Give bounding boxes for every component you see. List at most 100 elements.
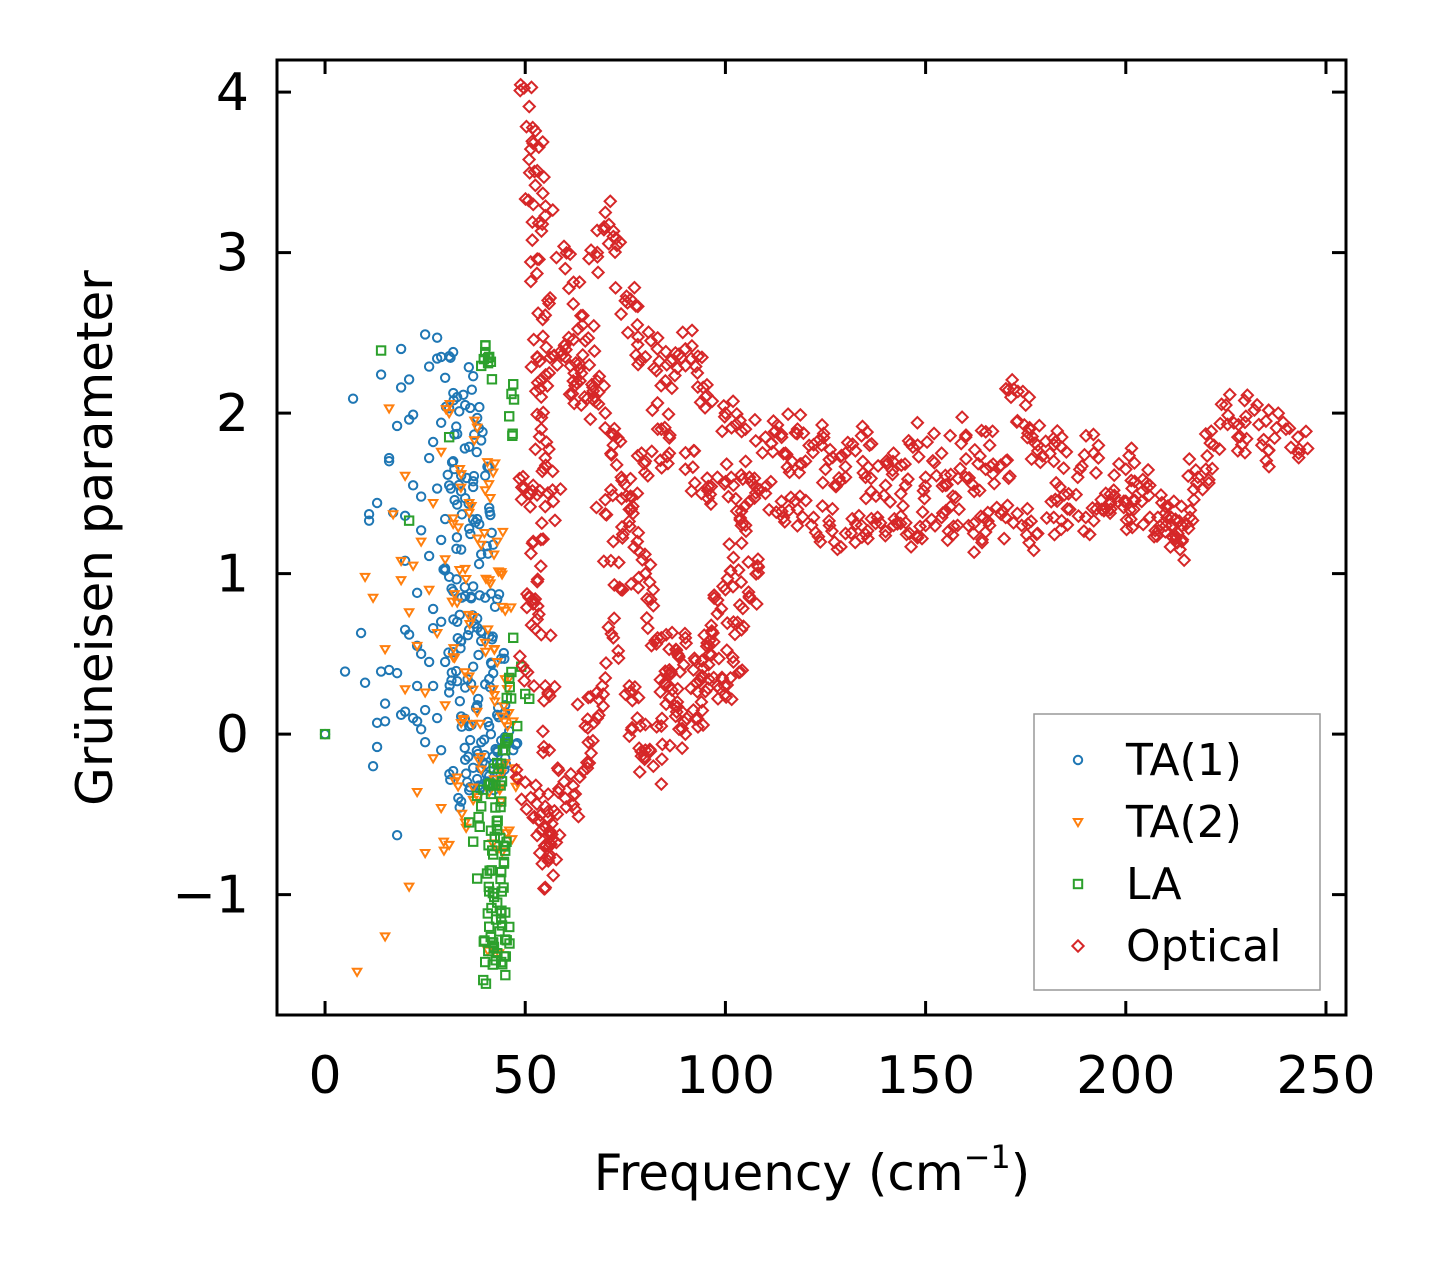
optical-point [566, 797, 581, 812]
optical-point [918, 478, 933, 494]
optical-point [734, 504, 749, 519]
optical-point [1044, 494, 1059, 509]
ta-2--point [439, 555, 452, 566]
optical-point [1074, 459, 1089, 474]
optical-point [1222, 387, 1237, 402]
ta-2--point [455, 809, 468, 820]
series-la [319, 340, 535, 989]
optical-point [1300, 441, 1315, 456]
la-point [375, 345, 387, 356]
optical-point [1094, 492, 1109, 507]
optical-point [646, 582, 661, 597]
optical-point [542, 688, 557, 704]
la-point [495, 873, 506, 885]
optical-point [967, 545, 982, 560]
ta-1--point [423, 656, 435, 668]
optical-point [943, 467, 958, 482]
optical-point [1107, 468, 1122, 483]
optical-point [599, 507, 614, 522]
ta-2--point [446, 597, 459, 608]
optical-point [1240, 388, 1255, 403]
ta-2--point [496, 527, 509, 539]
la-point [504, 682, 515, 693]
optical-point [536, 739, 552, 754]
optical-point [726, 615, 741, 630]
ta-2--point [482, 480, 495, 491]
optical-point [583, 689, 598, 704]
ta-1--point [478, 734, 490, 745]
optical-point [939, 477, 955, 492]
optical-point [630, 337, 645, 352]
ta-2--point [379, 645, 392, 656]
optical-point [776, 446, 791, 461]
x-tick-label: 0 [308, 1046, 341, 1106]
optical-point [790, 518, 805, 533]
optical-point [738, 454, 753, 469]
ta-1--point [435, 616, 447, 627]
ta-1--point [403, 374, 415, 385]
optical-point [688, 359, 703, 374]
optical-point [1085, 500, 1100, 516]
optical-point [759, 478, 774, 493]
optical-point [530, 572, 545, 587]
ta-2--point [471, 534, 484, 545]
optical-point [518, 191, 533, 207]
optical-point [815, 417, 830, 433]
ta-2--point [478, 528, 491, 540]
optical-point [705, 625, 721, 641]
optical-point [528, 442, 543, 457]
optical-point [1056, 461, 1071, 476]
optical-point [848, 517, 863, 532]
optical-point [741, 585, 756, 600]
optical-point [675, 741, 690, 756]
ta-2--point [448, 653, 461, 664]
optical-point [539, 340, 554, 355]
ta-1--point [454, 406, 465, 417]
optical-point [610, 430, 625, 445]
ta-1--point [423, 361, 435, 372]
optical-point [893, 516, 908, 531]
optical-point [824, 524, 840, 539]
ta-2--point [462, 610, 475, 621]
optical-point [659, 627, 674, 642]
optical-point [982, 438, 997, 453]
optical-point [868, 516, 883, 531]
ta-1--point [449, 494, 460, 506]
ta-1--point [411, 680, 423, 692]
la-point [475, 801, 487, 812]
optical-point [887, 511, 902, 526]
optical-point [612, 580, 627, 595]
optical-point [530, 163, 545, 178]
optical-point [751, 559, 766, 575]
optical-point [554, 348, 569, 363]
la-point [504, 921, 515, 933]
ta-2--point [387, 510, 400, 521]
optical-point [935, 478, 950, 494]
optical-point [1134, 494, 1149, 509]
optical-point [535, 856, 550, 871]
optical-point [1086, 513, 1101, 528]
optical-point [1078, 510, 1093, 525]
ta-1--point [379, 698, 391, 709]
optical-point [1076, 524, 1092, 539]
ta-1--point [435, 534, 447, 546]
optical-point [601, 236, 616, 251]
optical-point [864, 436, 879, 452]
optical-point [711, 651, 726, 666]
optical-point [567, 396, 582, 411]
optical-point [598, 406, 613, 421]
ta-1--point [467, 481, 479, 493]
optical-point [1233, 429, 1248, 444]
optical-point [780, 459, 795, 475]
optical-point [976, 510, 991, 525]
ta-2--point [475, 765, 488, 776]
optical-point [627, 540, 642, 555]
optical-point [638, 566, 653, 581]
optical-point [668, 642, 684, 657]
optical-point [1029, 527, 1044, 542]
optical-point [919, 434, 935, 450]
ta-1--point [459, 742, 470, 754]
optical-point [526, 678, 542, 694]
optical-point [955, 410, 970, 425]
la-point [506, 666, 517, 678]
